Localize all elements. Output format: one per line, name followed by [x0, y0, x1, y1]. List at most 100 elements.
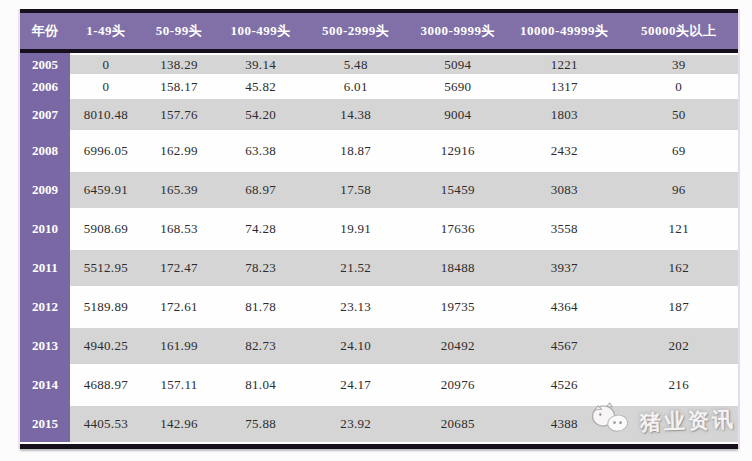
table-cell: 63.38 [216, 143, 305, 159]
year-column: 2005200620072008200920102011201220132014… [20, 53, 70, 442]
table-cell: 18.87 [305, 143, 407, 159]
table-cell: 17636 [406, 221, 509, 237]
year-label: 2011 [20, 250, 70, 286]
header-cell: 3000-9999头 [406, 22, 509, 40]
table-cell: 20685 [406, 416, 509, 432]
table-cell: 81.78 [216, 299, 305, 315]
header-cell: 100-499头 [216, 22, 305, 40]
table-cell: 81.04 [216, 377, 305, 393]
year-label: 2008 [20, 133, 70, 169]
table-cell: 78.23 [216, 260, 305, 276]
table-row: 0158.1745.826.01569013170 [70, 77, 738, 96]
table-cell: 21.52 [305, 260, 407, 276]
table-cell: 8010.48 [70, 107, 142, 123]
table-cell: 6459.91 [70, 182, 142, 198]
table-cell: 3937 [509, 260, 620, 276]
table-cell: 172.61 [142, 299, 217, 315]
table-cell: 142.96 [142, 416, 217, 432]
table-cell: 5.48 [305, 57, 407, 73]
header-cell: 50000头以上 [620, 22, 738, 40]
table-row: 5189.89172.6181.7823.13197354364187 [70, 289, 738, 325]
table-cell: 14.38 [305, 107, 407, 123]
table-cell: 187 [620, 299, 738, 315]
table-cell: 202 [620, 338, 738, 354]
table-cell: 5189.89 [70, 299, 142, 315]
table-cell: 5094 [406, 57, 509, 73]
table-cell: 23.92 [305, 416, 407, 432]
year-label: 2005 [20, 55, 70, 74]
table-cell: 4567 [509, 338, 620, 354]
table-row: 6996.05162.9963.3818.8712916243269 [70, 133, 738, 169]
year-label: 2006 [20, 77, 70, 96]
table-row: 4688.97157.1181.0424.17209764526216 [70, 367, 738, 403]
table-cell: 39.14 [216, 57, 305, 73]
table-row: 0138.2939.145.485094122139 [70, 55, 738, 74]
table-cell: 20492 [406, 338, 509, 354]
table-cell: 1221 [509, 57, 620, 73]
table-cell: 4688.97 [70, 377, 142, 393]
table-cell: 19735 [406, 299, 509, 315]
table-cell: 3558 [509, 221, 620, 237]
table-cell: 24.10 [305, 338, 407, 354]
header-cell: 1-49头 [70, 22, 142, 40]
year-label: 2013 [20, 328, 70, 364]
table-row: 4940.25161.9982.7324.10204924567202 [70, 328, 738, 364]
table-cell: 0 [620, 79, 738, 95]
table-cell: 5512.95 [70, 260, 142, 276]
table-cell: 68.97 [216, 182, 305, 198]
year-label: 2015 [20, 406, 70, 442]
table-cell: 138.29 [142, 57, 217, 73]
table-cell: 216 [620, 377, 738, 393]
table-row: 5908.69168.5374.2819.91176363558121 [70, 211, 738, 247]
table-cell: 19.91 [305, 221, 407, 237]
table-cell: 5908.69 [70, 221, 142, 237]
table-cell: 4940.25 [70, 338, 142, 354]
table-cell: 157.76 [142, 107, 217, 123]
table-cell: 24.17 [305, 377, 407, 393]
year-label: 2014 [20, 367, 70, 403]
year-label: 2007 [20, 99, 70, 130]
table-row: 6459.91165.3968.9717.5815459308396 [70, 172, 738, 208]
table-cell: 165.39 [142, 182, 217, 198]
table-cell: 20976 [406, 377, 509, 393]
table-cell: 9004 [406, 107, 509, 123]
table-row: 4405.53142.9675.8823.92206854388 [70, 406, 738, 442]
table-cell: 74.28 [216, 221, 305, 237]
table-header-row: 年份1-49头50-99头100-499头500-2999头3000-9999头… [20, 13, 738, 49]
table-body: 2005200620072008200920102011201220132014… [20, 53, 738, 444]
header-cell-year: 年份 [20, 22, 70, 40]
table-cell: 1317 [509, 79, 620, 95]
table-cell: 121 [620, 221, 738, 237]
table-cell: 3083 [509, 182, 620, 198]
table-cell: 96 [620, 182, 738, 198]
table-cell: 54.20 [216, 107, 305, 123]
header-cell: 10000-49999头 [509, 22, 620, 40]
table-cell: 162.99 [142, 143, 217, 159]
table-cell: 75.88 [216, 416, 305, 432]
table-cell: 0 [70, 79, 142, 95]
table-cell: 4526 [509, 377, 620, 393]
table-cell: 161.99 [142, 338, 217, 354]
table-cell: 17.58 [305, 182, 407, 198]
table-cell: 158.17 [142, 79, 217, 95]
year-label: 2009 [20, 172, 70, 208]
table-cell: 4405.53 [70, 416, 142, 432]
header-cell: 500-2999头 [305, 22, 407, 40]
table-cell: 157.11 [142, 377, 217, 393]
year-label: 2010 [20, 211, 70, 247]
table-cell: 69 [620, 143, 738, 159]
table-cell: 50 [620, 107, 738, 123]
page-background: 年份1-49头50-99头100-499头500-2999头3000-9999头… [0, 0, 752, 461]
table-cell: 39 [620, 57, 738, 73]
stats-table: 年份1-49头50-99头100-499头500-2999头3000-9999头… [18, 9, 740, 449]
table-cell: 168.53 [142, 221, 217, 237]
table-cell: 12916 [406, 143, 509, 159]
table-cell: 6.01 [305, 79, 407, 95]
table-cell: 1803 [509, 107, 620, 123]
table-cell: 2432 [509, 143, 620, 159]
table-cell: 45.82 [216, 79, 305, 95]
table-cell: 18488 [406, 260, 509, 276]
table-cell: 23.13 [305, 299, 407, 315]
table-cell: 82.73 [216, 338, 305, 354]
table-bottom-border [20, 444, 738, 449]
